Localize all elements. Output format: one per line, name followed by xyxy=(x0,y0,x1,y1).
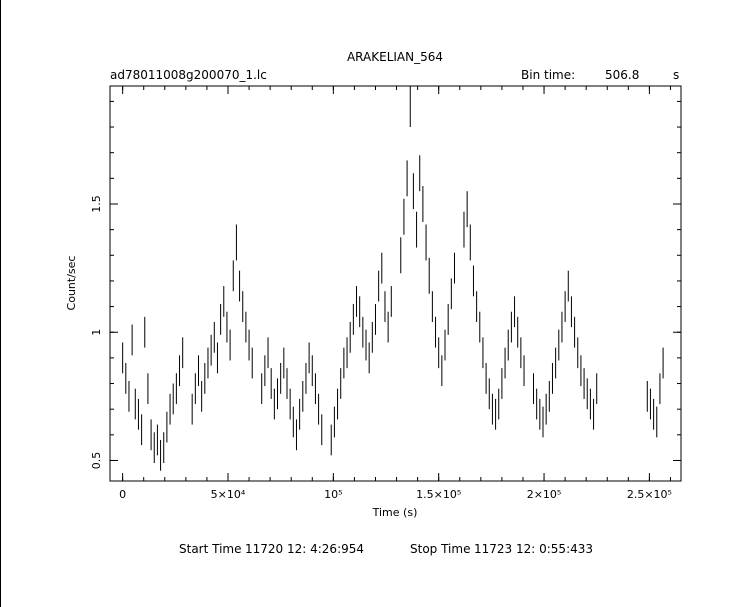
chart-title: ARAKELIAN_564 xyxy=(346,50,444,64)
y-tick-label: 1.5 xyxy=(90,195,103,213)
bin-time-value: 506.8 xyxy=(605,68,640,82)
x-axis-label: Time (s) xyxy=(372,506,418,519)
x-tick-label: 1.5×10⁵ xyxy=(416,488,461,501)
data-points xyxy=(122,86,664,471)
bin-time-unit: s xyxy=(673,68,680,82)
y-axis-ticks: 0.5 1 1.5 xyxy=(90,100,681,470)
plot-frame xyxy=(109,85,682,482)
stop-time-label: Stop Time xyxy=(410,542,471,556)
start-time-value: 11720 12: 4:26:954 xyxy=(245,542,365,556)
x-tick-label: 10⁵ xyxy=(324,488,342,501)
start-time-label: Start Time xyxy=(179,542,242,556)
y-tick-label: 0.5 xyxy=(90,452,103,470)
filename-label: ad78011008g200070_1.lc xyxy=(110,68,267,82)
window-edge xyxy=(0,0,1,607)
y-axis-label: Count/sec xyxy=(65,256,78,311)
x-tick-label: 5×10⁴ xyxy=(211,488,246,501)
x-tick-label: 0 xyxy=(119,488,126,501)
y-tick-label: 1 xyxy=(90,329,103,336)
stop-time-value: 11723 12: 0:55:433 xyxy=(474,542,594,556)
x-tick-label: 2.5×10⁵ xyxy=(627,488,672,501)
bin-time-label: Bin time: xyxy=(521,68,576,82)
x-tick-label: 2×10⁵ xyxy=(527,488,562,501)
x-axis-ticks: 0 5×10⁴ 10⁵ 1.5×10⁵ 2×10⁵ 2.5×10⁵ xyxy=(119,86,672,501)
